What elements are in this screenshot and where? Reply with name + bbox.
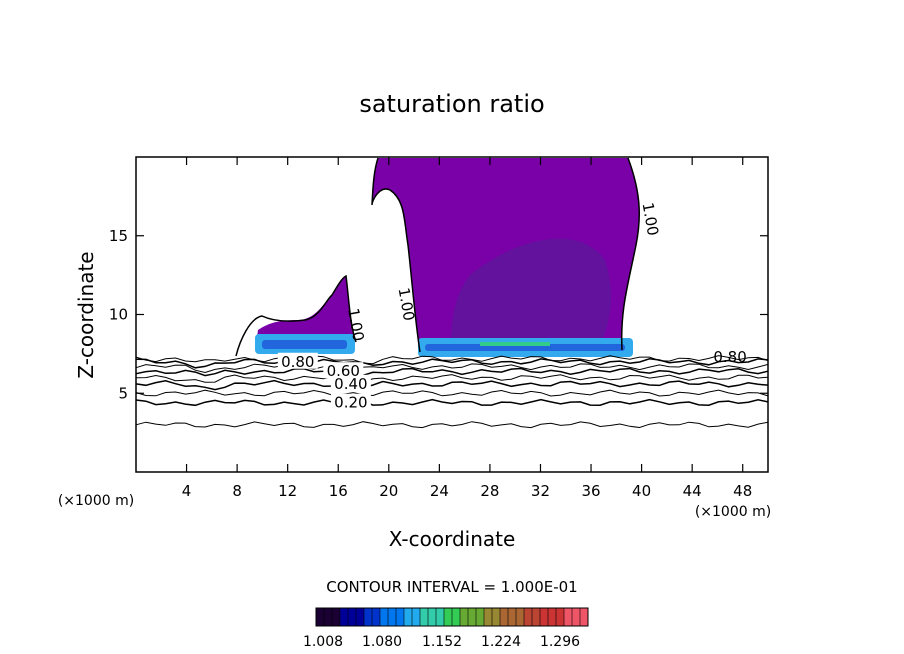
colorbar-cell	[540, 608, 549, 626]
contour-line	[135, 367, 769, 378]
colorbar-cell	[532, 608, 541, 626]
colorbar-cell	[412, 608, 421, 626]
colorbar-cell	[428, 608, 437, 626]
contour-label-bg	[330, 374, 371, 391]
x-unit-left: (×1000 m)	[58, 493, 134, 509]
plot-area: 0.200.400.600.80 0.801.001.001.00 4 8 12 16 2…	[109, 156, 769, 500]
contour-1-00-main	[371, 157, 640, 353]
contour-label-extra: 1.00	[395, 286, 419, 322]
contour-label: 0.80	[281, 353, 314, 371]
colorbar-tick-labels: 1.008 1.080 1.152 1.224 1.296	[303, 634, 580, 650]
contour-label-bg	[330, 393, 371, 410]
y-axis-ticks: 5 10 15	[109, 227, 768, 402]
colorbar-cell	[484, 608, 493, 626]
colorbar-cell	[508, 608, 517, 626]
colorbar-tick-label: 1.296	[540, 634, 580, 650]
contour-lines	[135, 355, 769, 429]
contour-label-extra: 0.80	[713, 348, 746, 366]
colorbar-tick-label: 1.008	[303, 634, 343, 650]
colorbar-cell	[500, 608, 509, 626]
colorbar-tick-label: 1.152	[422, 634, 462, 650]
x-tick-label: 16	[329, 482, 348, 500]
contour-line	[135, 355, 769, 365]
colorbar-cell	[420, 608, 429, 626]
colorbar-cell	[492, 608, 501, 626]
colorbar	[315, 607, 589, 627]
x-unit-right: (×1000 m)	[695, 504, 771, 520]
colorbar-cell	[476, 608, 485, 626]
x-tick-label: 40	[632, 482, 651, 500]
colorbar-cell	[580, 608, 589, 626]
contour-label-extra: 1.00	[639, 201, 663, 237]
colorbar-cell	[436, 608, 445, 626]
x-tick-label: 48	[733, 482, 752, 500]
colorbar-tick-label: 1.080	[362, 634, 402, 650]
contour-1-00-small	[235, 274, 357, 357]
deep-region	[450, 238, 612, 348]
colorbar-cell	[556, 608, 565, 626]
colorbar-cell	[460, 608, 469, 626]
contour-interval-text: CONTOUR INTERVAL = 1.000E-01	[326, 578, 577, 596]
supersaturated-region-small	[256, 276, 356, 344]
colorbar-cell	[356, 608, 365, 626]
contour-label: 0.60	[327, 362, 360, 380]
y-tick-label: 15	[109, 227, 128, 245]
contour-line	[135, 421, 769, 429]
x-tick-label: 44	[683, 482, 702, 500]
colorbar-cell	[524, 608, 533, 626]
colorbar-cell	[396, 608, 405, 626]
x-tick-label: 24	[430, 482, 449, 500]
contour-label: 0.40	[334, 375, 367, 393]
colorbar-cell	[404, 608, 413, 626]
colorbar-cell	[364, 608, 373, 626]
colorbar-cell	[468, 608, 477, 626]
cloud-band-right-green	[480, 342, 550, 346]
colorbar-cell	[332, 608, 341, 626]
contour-label-bg	[323, 362, 364, 379]
colorbar-tick-label: 1.224	[481, 634, 521, 650]
colorbar-cell	[388, 608, 397, 626]
colorbar-frame	[315, 607, 589, 627]
colorbar-cell	[380, 608, 389, 626]
x-tick-label: 8	[232, 482, 242, 500]
y-axis-label: Z-coordinate	[74, 251, 98, 378]
x-tick-label: 28	[480, 482, 499, 500]
colorbar-cell	[340, 608, 349, 626]
colorbar-cell	[324, 608, 333, 626]
x-tick-label: 4	[182, 482, 192, 500]
cloud-band-left-core	[262, 340, 347, 349]
colorbar-cell	[348, 608, 357, 626]
contour-line	[135, 398, 769, 407]
y-tick-label: 5	[118, 384, 128, 402]
colorbar-cell	[516, 608, 525, 626]
colorbar-cell	[316, 608, 325, 626]
colorbar-cell	[572, 608, 581, 626]
x-tick-label: 12	[278, 482, 297, 500]
x-axis-label: X-coordinate	[389, 527, 516, 551]
chart-title: saturation ratio	[359, 90, 544, 118]
contour-line	[135, 374, 769, 383]
contour-label: 0.20	[334, 394, 367, 412]
colorbar-cell	[548, 608, 557, 626]
contour-line	[135, 363, 769, 374]
x-tick-label: 20	[379, 482, 398, 500]
cloud-band-right-core	[425, 344, 625, 351]
contour-labels: 0.200.400.600.80 0.801.001.001.00	[277, 201, 747, 412]
contour-line	[135, 389, 769, 397]
x-axis-ticks: 4 8 12 16 20 24 28 32 36 40 44 48	[182, 157, 752, 500]
contour-line	[135, 379, 769, 391]
y-tick-label: 10	[109, 306, 128, 324]
colorbar-cell	[452, 608, 461, 626]
contour-label-bg	[277, 352, 318, 369]
x-tick-label: 32	[531, 482, 550, 500]
colorbar-cell	[564, 608, 573, 626]
colorbar-cell	[372, 608, 381, 626]
colorbar-cell	[444, 608, 453, 626]
x-tick-label: 36	[581, 482, 600, 500]
